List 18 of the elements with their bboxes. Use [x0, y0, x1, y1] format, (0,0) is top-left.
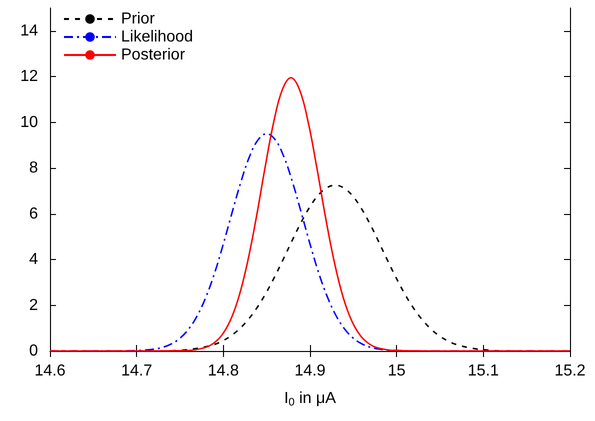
- y-tick-label: 14: [20, 22, 38, 40]
- legend-label: Likelihood: [121, 28, 194, 46]
- y-tick-label: 4: [29, 251, 38, 268]
- y-tick-label: 6: [29, 205, 38, 222]
- y-tick-label: 2: [29, 296, 38, 314]
- x-tick-label: 14.7: [121, 362, 152, 380]
- y-tick-label: 8: [29, 160, 38, 177]
- legend-label: Prior: [121, 10, 156, 28]
- y-tick-label: 10: [20, 114, 38, 131]
- y-tick-label: 12: [20, 68, 38, 86]
- legend-label: Posterior: [121, 46, 186, 64]
- x-tick-label: 15.1: [468, 362, 500, 380]
- x-tick-label: 15.2: [554, 362, 586, 380]
- x-tick-label: 14.8: [208, 362, 240, 380]
- x-tick-label: 15: [388, 362, 406, 380]
- x-tick-label: 14.6: [34, 362, 66, 380]
- x-tick-label: 14.9: [294, 362, 326, 380]
- y-tick-label: 0: [29, 342, 38, 360]
